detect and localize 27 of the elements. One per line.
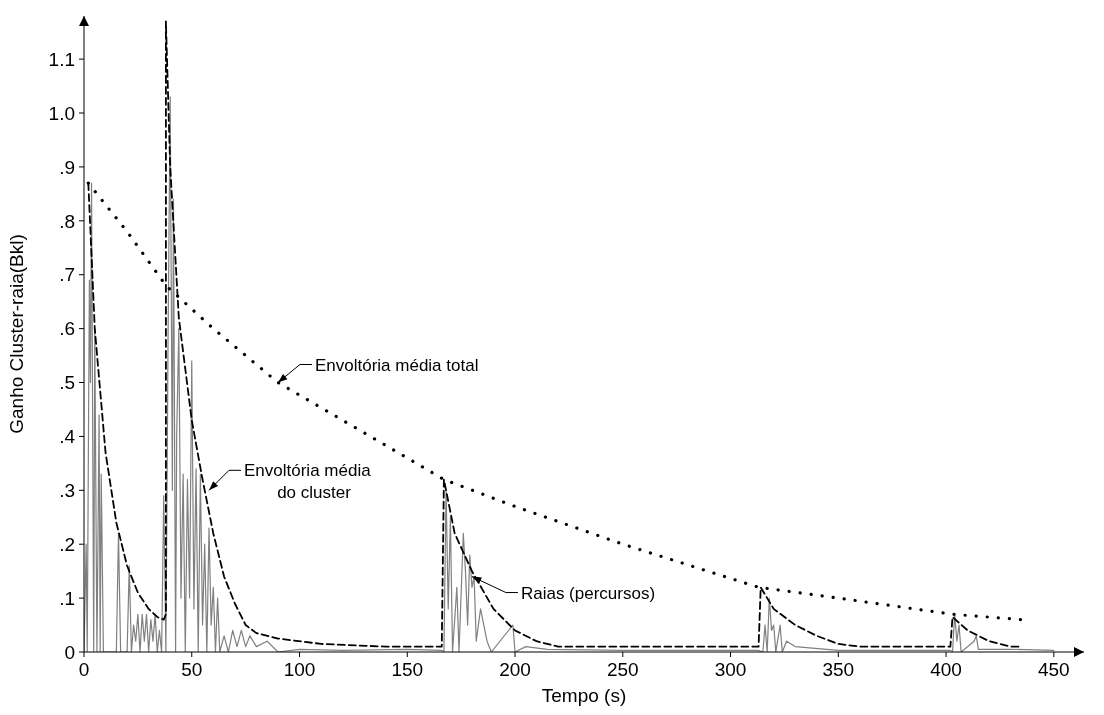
y-tick-label: .7 xyxy=(59,264,75,286)
y-tick-label: .6 xyxy=(59,318,75,340)
y-tick-label: .3 xyxy=(59,480,75,502)
y-tick-label: .2 xyxy=(59,533,75,555)
y-tick-label: .1 xyxy=(59,587,75,609)
x-tick-label: 200 xyxy=(499,659,531,681)
x-tick-label: 50 xyxy=(181,659,203,681)
x-tick-label: 350 xyxy=(822,659,855,681)
x-axis-title: Tempo (s) xyxy=(541,685,627,706)
y-tick-label: .5 xyxy=(59,372,75,394)
y-tick-label: .9 xyxy=(59,156,75,178)
y-tick-label: 1.1 xyxy=(48,48,75,70)
x-tick-label: 400 xyxy=(930,659,962,681)
y-axis-title: Ganho Cluster-raia(Bkl) xyxy=(5,234,27,434)
y-tick-label: .4 xyxy=(59,426,76,448)
x-tick-label: 250 xyxy=(606,659,639,681)
x-tick-label: 0 xyxy=(78,659,90,681)
y-tick-label: 1.0 xyxy=(48,102,75,124)
y-tick-label: 0 xyxy=(64,641,75,663)
x-tick-label: 300 xyxy=(714,659,747,681)
annotation: Envoltória média do cluster xyxy=(244,461,372,503)
annotation: Envoltória média total xyxy=(314,355,479,375)
x-tick-label: 150 xyxy=(391,659,424,681)
annotation: Raias (percursos) xyxy=(520,583,656,603)
y-tick-label: .8 xyxy=(59,210,75,232)
x-tick-label: 100 xyxy=(283,659,316,681)
x-tick-label: 450 xyxy=(1037,659,1070,681)
